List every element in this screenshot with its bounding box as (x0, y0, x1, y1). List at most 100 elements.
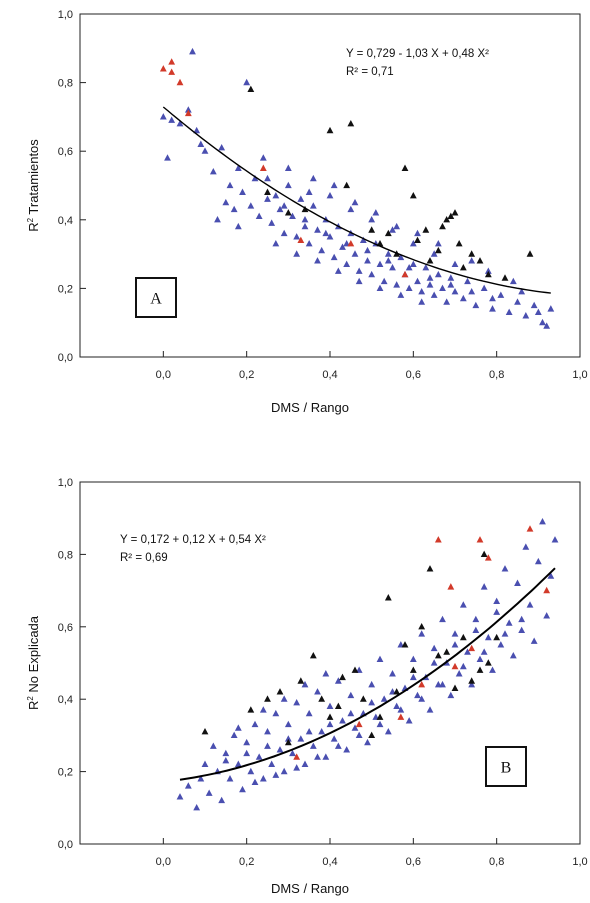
data-point-black (201, 727, 209, 735)
data-point-blue (268, 219, 276, 226)
data-point-black (439, 222, 446, 230)
data-point-black (384, 594, 392, 601)
data-point-blue (309, 174, 317, 182)
data-point-black (401, 164, 409, 171)
data-point-blue (264, 742, 271, 749)
data-point-blue (326, 233, 334, 240)
data-point-blue (447, 691, 455, 699)
data-point-red (168, 58, 176, 65)
data-point-blue (334, 267, 342, 274)
data-point-blue (264, 195, 271, 202)
data-point-blue (480, 583, 488, 590)
data-point-blue (209, 742, 217, 749)
data-point-blue (301, 216, 309, 223)
data-point-red (543, 586, 551, 594)
data-point-black (297, 677, 305, 684)
equation-label: Y = 0,729 - 1,03 X + 0,48 X² (346, 48, 489, 60)
data-point-black (455, 240, 463, 247)
x-tick-label: 0,8 (489, 856, 504, 868)
data-point-red (259, 164, 267, 171)
data-point-blue (426, 706, 434, 713)
data-point-blue (359, 236, 367, 243)
data-point-blue (364, 738, 371, 746)
data-point-blue (339, 243, 346, 250)
data-point-blue (501, 565, 509, 572)
data-point-blue (414, 277, 421, 285)
data-point-blue (518, 615, 526, 623)
data-point-blue (464, 648, 471, 655)
data-point-blue (305, 727, 313, 735)
y-axis-title: R2 Tratamientos (26, 139, 41, 232)
data-point-blue (547, 305, 555, 312)
data-point-blue (314, 226, 321, 233)
data-point-blue (330, 735, 338, 742)
data-point-blue (518, 288, 526, 295)
data-point-blue (414, 691, 421, 699)
data-point-red (159, 65, 167, 72)
data-point-blue (501, 630, 509, 637)
data-point-black (526, 250, 534, 257)
data-point-blue (326, 720, 334, 728)
data-point-red (476, 536, 484, 543)
data-point-blue (314, 753, 321, 760)
data-point-blue (397, 253, 405, 261)
data-point-red (168, 68, 176, 75)
data-point-blue (434, 270, 442, 278)
data-point-blue (443, 298, 451, 305)
data-point-blue (505, 308, 513, 316)
data-point-blue (389, 226, 396, 233)
data-point-black (339, 673, 346, 681)
data-point-blue (259, 154, 267, 161)
data-point-blue (243, 749, 251, 757)
data-point-red (347, 240, 355, 247)
data-point-blue (264, 727, 271, 735)
chart-panel-b: 0,0 0,2 0,4 0,6 0,8 1,0 0,0 0,2 0,4 0,6 0,8 1,0 DMS … (26, 477, 588, 896)
data-point-blue (393, 702, 401, 710)
y-axis-title-rest: No Explicada (26, 615, 41, 696)
y-tick-label: 0,8 (58, 78, 73, 90)
data-point-blue (451, 641, 459, 648)
data-point-blue (272, 240, 280, 247)
data-point-blue (351, 724, 359, 731)
data-point-blue (476, 655, 484, 662)
panel-label-box (485, 746, 527, 787)
data-point-blue (518, 626, 526, 634)
x-tick-label: 0,4 (322, 369, 337, 381)
data-point-blue (218, 796, 226, 804)
data-point-blue (293, 233, 301, 240)
data-point-blue (305, 709, 313, 717)
data-point-blue (164, 154, 171, 161)
data-point-blue (293, 764, 301, 771)
data-point-blue (418, 695, 426, 702)
data-point-blue (368, 216, 376, 223)
y-axis-title-r: R (26, 222, 41, 231)
data-point-black (468, 677, 476, 684)
y-tick-label: 1,0 (58, 477, 73, 489)
data-point-blue (418, 298, 426, 305)
x-tick-label: 0,2 (239, 856, 254, 868)
data-point-black (480, 550, 488, 557)
data-point-blue (293, 699, 301, 706)
data-point-red (401, 270, 409, 278)
data-point-blue (455, 670, 463, 677)
data-point-blue (201, 760, 209, 767)
data-point-blue (318, 727, 326, 735)
data-point-blue (426, 281, 434, 288)
data-point-blue (234, 164, 242, 171)
data-point-blue (393, 222, 401, 230)
data-point-blue (309, 742, 317, 749)
data-point-black (326, 126, 334, 134)
y-tick-label: 0,6 (58, 622, 73, 634)
data-point-blue (214, 216, 221, 223)
data-point-black (347, 119, 355, 127)
data-point-blue (326, 702, 334, 710)
data-point-blue (272, 191, 280, 199)
data-point-blue (176, 793, 184, 800)
data-point-blue (451, 260, 459, 267)
panel-label: A (150, 291, 162, 308)
data-point-black (484, 659, 492, 666)
data-point-blue (297, 195, 305, 202)
data-point-black (318, 695, 326, 702)
x-axis-title: DMS / Rango (271, 400, 349, 415)
data-point-blue (322, 229, 330, 237)
